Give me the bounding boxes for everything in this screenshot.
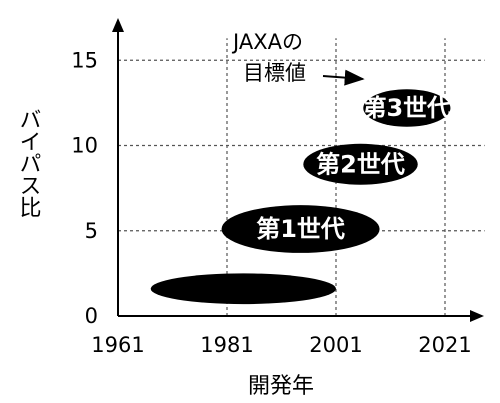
y-tick-label-2: 10 [71, 134, 98, 158]
x-tick-label-0: 1961 [91, 333, 144, 357]
y-axis-arrowhead [112, 18, 124, 32]
generation-label-1: 第1世代 [256, 215, 345, 243]
y-axis-title: バイパス比 [16, 108, 41, 218]
tick-labels: 0 5 10 15 1961 1981 2001 2021 [71, 48, 471, 357]
annotation-text-line-1: JAXAの [231, 30, 303, 54]
annotation: JAXAの 目標値 [231, 30, 365, 86]
annotation-arrow [322, 69, 365, 86]
x-tick-label-2: 2001 [309, 333, 362, 357]
generation-region-2 [303, 143, 418, 185]
generation-region-1 [221, 205, 380, 253]
generation-label-2: 第2世代 [316, 150, 405, 178]
axes [112, 18, 484, 322]
generation-regions: 第1世代 第2世代 第3世代 [150, 89, 451, 305]
generation-region-0 [150, 273, 336, 305]
x-tick-label-1: 1981 [200, 333, 253, 357]
x-axis-title: 開発年 [248, 374, 314, 399]
y-tick-label-0: 0 [85, 304, 98, 328]
x-axis-arrowhead [470, 310, 484, 322]
annotation-text-line-2: 目標値 [243, 61, 306, 85]
generation-label-3: 第3世代 [362, 94, 451, 122]
y-tick-label-1: 5 [85, 219, 98, 243]
generation-region-3 [363, 89, 451, 127]
x-tick-label-3: 2021 [418, 333, 471, 357]
y-tick-label-3: 15 [71, 48, 98, 72]
